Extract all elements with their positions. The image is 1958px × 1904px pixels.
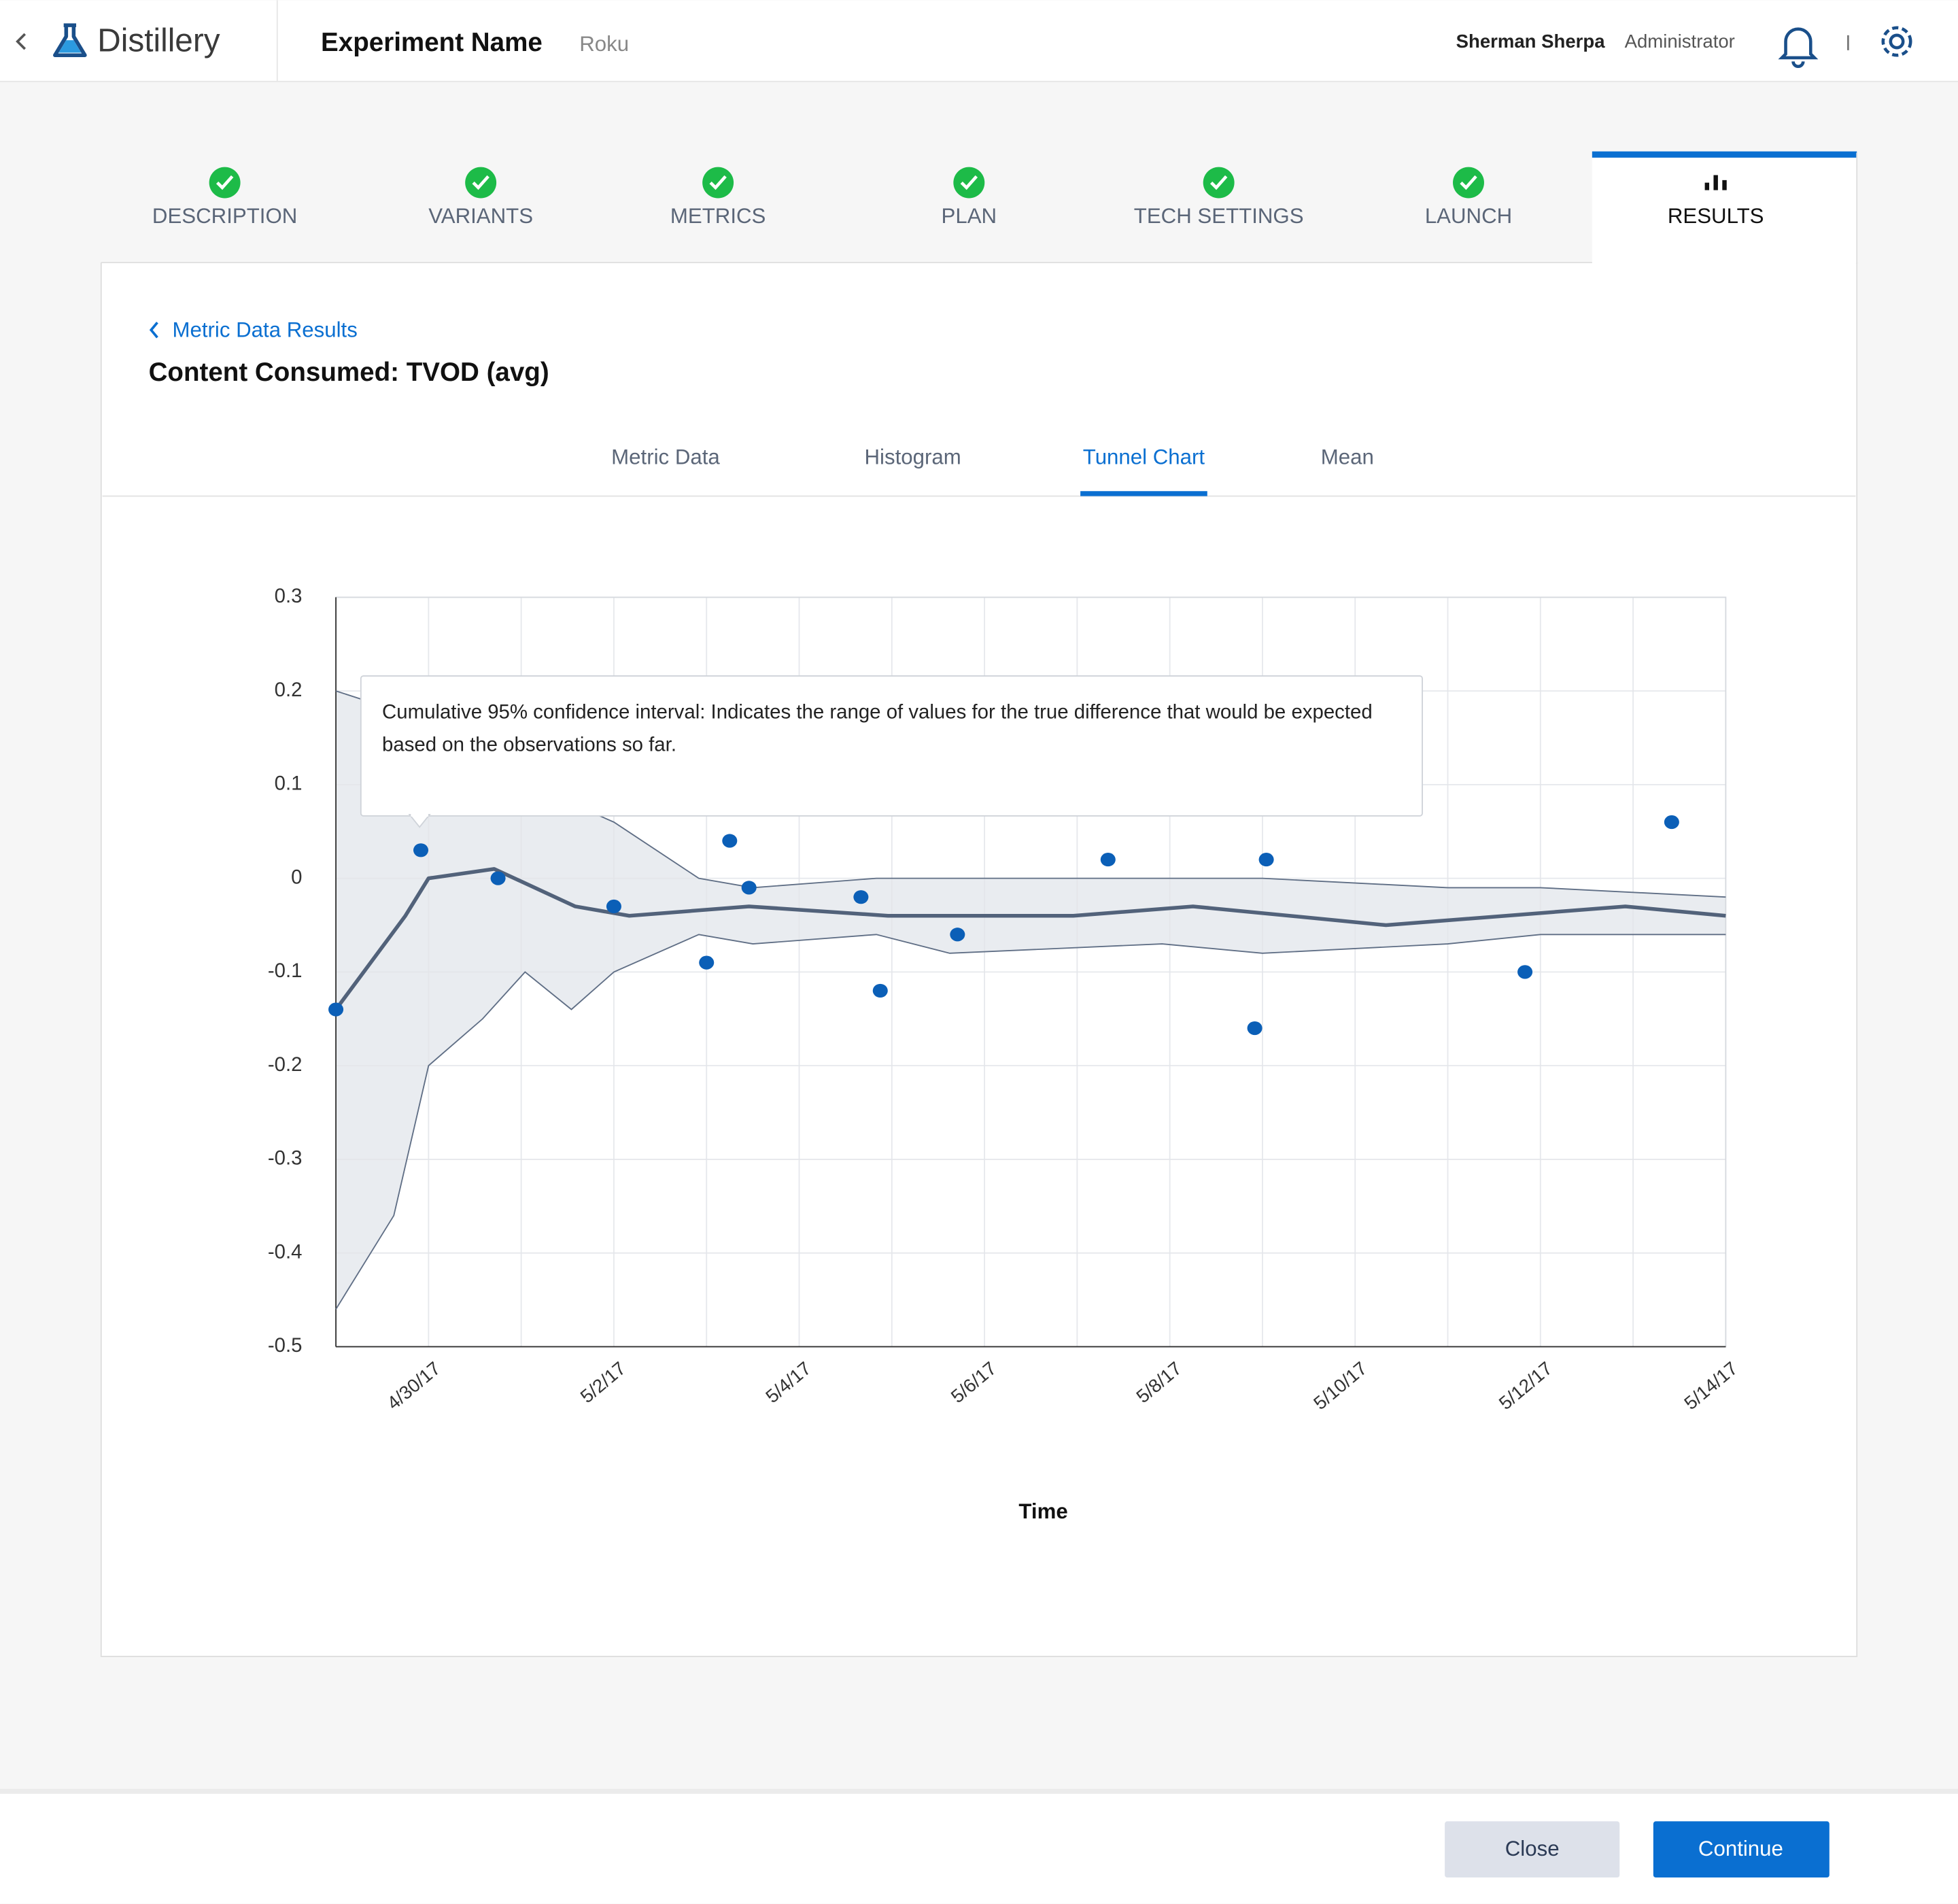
data-point[interactable] [699,955,715,970]
logo-icon [53,23,87,57]
close-button-label[interactable]: Close [1505,1837,1560,1860]
user-role: Administrator [1625,31,1735,52]
continue-button[interactable] [1653,1821,1830,1878]
step-label[interactable]: METRICS [670,204,766,228]
data-point[interactable] [1664,815,1679,830]
y-tick-label: 0.3 [275,585,303,607]
step-check-mark [1460,175,1477,190]
settings-icon[interactable] [1881,26,1912,57]
active-step-indicator [1592,151,1857,158]
data-point[interactable] [872,983,888,998]
step-label[interactable]: VARIANTS [428,204,533,228]
data-point[interactable] [741,881,757,895]
y-tick-label: -0.1 [268,959,303,982]
step-label[interactable]: LAUNCH [1425,204,1512,228]
step-check-mark [709,175,727,190]
data-point[interactable] [1258,852,1274,867]
steps: DESCRIPTION VARIANTS METRICS PLAN TECH SETTI… [152,167,1764,228]
step-label[interactable]: TECH SETTINGS [1134,204,1304,228]
active-step-tab [1592,152,1857,268]
tab[interactable]: Tunnel Chart [1083,445,1205,469]
tab[interactable]: Histogram [865,445,961,469]
step-label[interactable]: PLAN [942,204,997,228]
step-label[interactable]: DESCRIPTION [152,204,297,228]
data-point[interactable] [490,871,506,885]
y-tick-label: -0.3 [268,1147,303,1170]
footer-shadow [0,1788,1958,1797]
y-tick-label: 0.2 [275,679,303,701]
platform: Roku [579,32,629,56]
y-tick-label: -0.4 [268,1240,303,1263]
results-icon [1704,175,1727,190]
tabs: Metric Data Histogram Tunnel Chart Mean [611,445,1374,496]
app-name: Distillery [97,22,220,58]
experiment-name: Experiment Name [321,28,543,57]
band-lower-edge [335,934,1726,1310]
tab[interactable]: Mean [1321,445,1374,469]
data-point[interactable] [950,928,965,942]
notifications-icon[interactable] [1778,27,1819,68]
mean-line [334,867,1726,1011]
step-check-mark [216,175,234,190]
data-point[interactable] [413,843,429,857]
back-button[interactable] [16,33,27,50]
data-point[interactable] [722,834,738,848]
breadcrumb-icon[interactable] [149,322,158,339]
data-point[interactable] [328,1002,344,1017]
continue-button-label[interactable]: Continue [1698,1837,1783,1860]
y-tick-label: 0.1 [275,772,303,795]
data-point[interactable] [1247,1021,1263,1036]
step-check-mark [1210,175,1228,190]
tooltip-text: Cumulative 95% confidence interval: Indi… [382,702,1373,756]
step-check-mark [472,175,490,190]
x-axis-title: Time [1018,1499,1067,1523]
step-check-mark [960,175,978,190]
data-point[interactable] [853,890,869,904]
data-point[interactable] [1517,965,1533,979]
close-button[interactable] [1445,1821,1620,1878]
breadcrumb[interactable]: Metric Data Results [172,318,357,341]
y-tick-label: 0 [291,866,302,888]
tab[interactable]: Metric Data [611,445,720,469]
active-tab-indicator [1080,491,1207,496]
header [0,0,1958,82]
metric-title: Content Consumed: TVOD (avg) [149,358,549,387]
step-label[interactable]: RESULTS [1668,204,1764,228]
y-tick-label: -0.5 [268,1334,303,1357]
tooltip-box [360,675,1423,817]
y-tick-label: -0.2 [268,1053,303,1076]
tooltip: Cumulative 95% confidence interval: Indi… [382,702,1373,756]
data-point[interactable] [606,899,621,914]
data-point[interactable] [1100,852,1116,867]
user-name: Sherman Sherpa [1456,31,1606,52]
footer [0,1793,1958,1904]
